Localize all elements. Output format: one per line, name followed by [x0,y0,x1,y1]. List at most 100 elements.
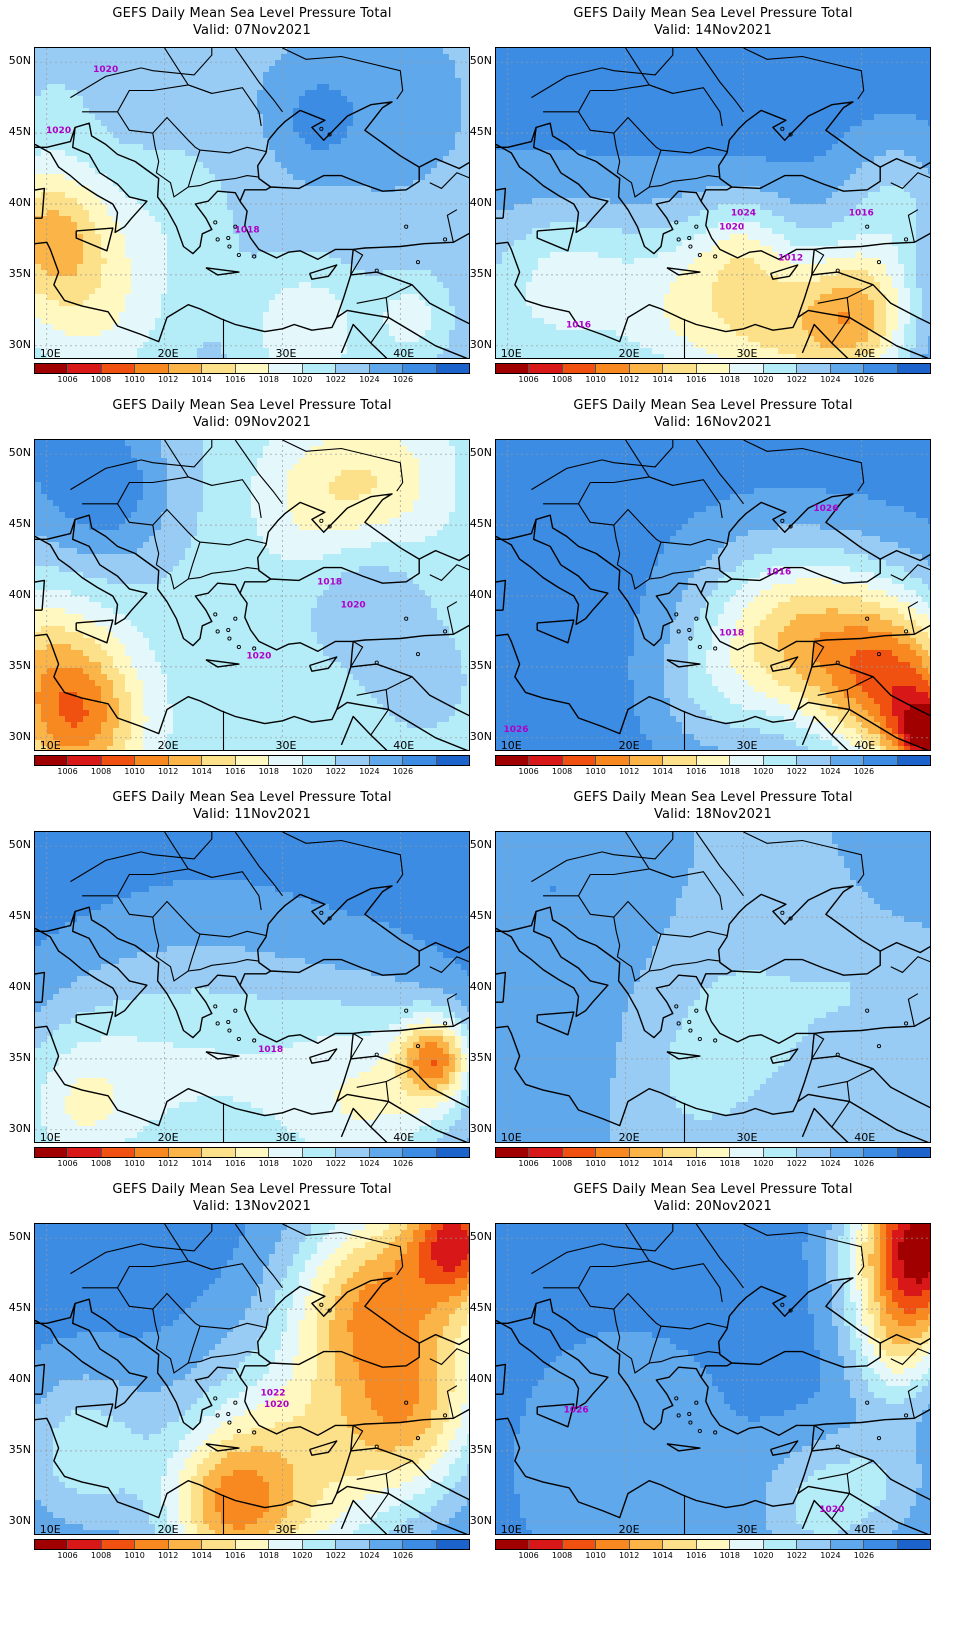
coastline [801,715,849,750]
colorbar-label: 1010 [124,1159,144,1168]
country-border [370,297,390,344]
colorbar-label: 1018 [720,767,740,776]
colorbar-swatch [529,364,563,373]
colorbar-label: 1024 [359,1159,379,1168]
colorbar-swatch [369,1148,404,1157]
panel-valid-date: Valid: 09Nov2021 [24,415,480,431]
country-border [356,1460,413,1480]
colorbar-swatch [897,364,931,373]
colorbar-label: 1024 [359,375,379,384]
colorbar-label: 1020 [753,1551,773,1560]
colorbar-label: 1022 [326,1551,346,1560]
colorbar-swatch [830,756,865,765]
colorbar-label: 1026 [854,1551,874,1560]
coastline [308,1440,338,1456]
lat-tick-label: 50N [462,446,492,459]
lat-tick-label: 35N [1,1443,31,1456]
lon-tick-label: 40E [854,1131,875,1144]
colorbar-swatch [629,1148,664,1157]
colorbar-swatch [269,364,303,373]
colorbar-swatch [897,1540,931,1549]
country-border [446,993,458,1027]
coastline [496,579,507,611]
coastline [496,984,815,1127]
country-border [164,48,212,94]
colorbar-swatch [797,364,831,373]
country-border [117,895,267,938]
lat-tick-label: 50N [1,1230,31,1243]
colorbar-swatch [336,1540,370,1549]
colorbar-swatch [696,1540,731,1549]
colorbar-label: 1024 [820,375,840,384]
country-border [282,440,404,492]
country-border [152,917,259,982]
colorbar-label: 1006 [518,767,538,776]
colorbar-swatch [35,1148,69,1157]
colorbar-label: 1026 [854,375,874,384]
coastline [536,1403,575,1428]
pressure-map-canvas: 1018 [35,832,469,1142]
coastline [879,549,930,562]
lat-tick-label: 30N [462,730,492,743]
coastline [496,1303,609,1410]
colorbar-label: 1008 [552,375,572,384]
colorbar-label: 1016 [686,767,706,776]
coastline [879,157,930,170]
colorbar-swatch [403,1540,437,1549]
coastline [205,1443,240,1452]
contour-label: 1020 [264,1400,289,1410]
country-border [152,133,259,198]
colorbar-label: 1026 [854,767,874,776]
colorbar-swatch [696,364,731,373]
coastline [666,1051,701,1060]
country-border [429,956,469,974]
contour-label: 1020 [46,126,71,136]
colorbar-swatch [35,756,69,765]
colorbar-swatch [269,1540,303,1549]
coastline [769,1440,799,1456]
coastline [35,127,148,234]
colorbar-swatch [202,1148,236,1157]
panel-valid-date: Valid: 13Nov2021 [24,1199,480,1215]
country-border [282,1224,404,1276]
lat-tick-label: 40N [1,588,31,601]
colorbar-label: 1026 [393,375,413,384]
lon-tick-label: 20E [158,739,179,752]
colorbar-label: 1014 [192,375,212,384]
coastline [205,267,240,276]
colorbar-label: 1016 [225,1551,245,1560]
colorbar-swatch [302,1148,337,1157]
lat-tick-label: 35N [462,659,492,672]
panel-title: GEFS Daily Mean Sea Level Pressure Total [485,398,941,414]
lon-tick-label: 20E [158,347,179,360]
coastline [35,1363,46,1395]
colorbar-swatch [436,1540,470,1549]
colorbar-swatch [897,756,931,765]
colorbar-label: 1024 [820,767,840,776]
colorbar-label: 1020 [292,1159,312,1168]
colorbar-swatch [596,1148,630,1157]
coastline [35,200,354,343]
colorbar-label: 1010 [585,1551,605,1560]
coastline [496,971,507,1003]
country-border [695,440,744,505]
colorbar-label: 1024 [359,767,379,776]
country-border [164,1224,212,1270]
contour-label: 1018 [258,1045,283,1055]
country-border [234,48,283,113]
panel-title: GEFS Daily Mean Sea Level Pressure Total [485,1182,941,1198]
country-border [831,297,851,344]
colorbar-swatch [864,1540,898,1549]
coastline [536,619,575,644]
colorbar-swatch [436,364,470,373]
colorbar-label: 1024 [359,1551,379,1560]
country-border [625,48,673,94]
coastline [536,227,575,252]
country-border [187,1325,201,1364]
coastline [340,715,388,750]
coastline [75,1403,114,1428]
country-border [578,1287,728,1330]
country-border [890,1348,930,1366]
country-border [370,1081,390,1128]
coastline [811,663,930,717]
